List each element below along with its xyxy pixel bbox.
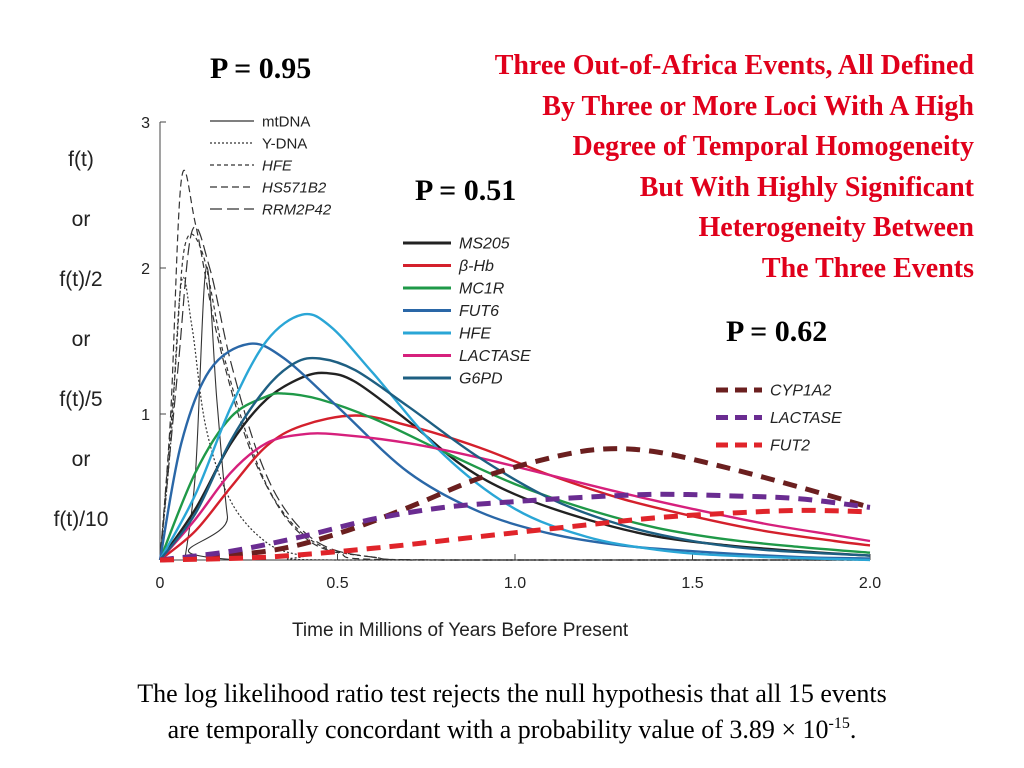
legend-label-fut6-g2: FUT6: [459, 303, 499, 320]
legend-label-y-dna-g1: Y-DNA: [262, 136, 307, 153]
headline-line: Degree of Temporal Homogeneity: [572, 131, 974, 163]
y-axis-label-line: f(t)/5: [59, 388, 103, 411]
legend-label-hfe-g2: HFE: [459, 326, 491, 343]
legend-label-ms205-g2: MS205: [459, 236, 510, 253]
x-tick-label: 0: [156, 575, 165, 592]
footer-line-2: are temporally concordant with a probabi…: [0, 712, 1024, 748]
headline-line: The Three Events: [761, 252, 974, 284]
legend-label-lactase-g3: LACTASE: [770, 410, 842, 427]
p-value-group3: P = 0.62: [726, 315, 828, 348]
x-axis-label: Time in Millions of Years Before Present: [292, 620, 629, 641]
headline-line: But With Highly Significant: [639, 171, 974, 203]
p-value-group2: P = 0.51: [415, 174, 517, 207]
y-axis-label-line: f(t)/2: [59, 268, 103, 291]
headline-line: Heterogeneity Between: [698, 212, 975, 244]
y-axis-label-line: f(t): [68, 148, 94, 171]
legend-label-lactase-g2: LACTASE: [459, 348, 531, 365]
series-line-fut6-g2: [158, 342, 871, 561]
x-tick-label: 0.5: [326, 575, 348, 592]
legend-label-hs571b2-g1: HS571B2: [262, 180, 327, 197]
p-value-group1: P = 0.95: [210, 52, 312, 85]
series-line-cyp1a2-g3: [159, 446, 871, 563]
series-line-lactase-g2: [159, 432, 871, 561]
y-tick-label: 2: [141, 261, 150, 278]
series-line-mc1r-g2: [158, 392, 871, 561]
x-tick-label: 1.0: [504, 575, 526, 592]
series-line-fut2-g3: [159, 507, 871, 563]
y-axis-label-line: or: [71, 448, 91, 471]
legend-label-rrm2p42-g1: RRM2P42: [262, 202, 332, 219]
footer-period: .: [849, 715, 857, 744]
series-line-g6pd-g2: [159, 356, 871, 561]
headline-line: By Three or More Loci With A High: [542, 90, 974, 122]
y-axis-label-line: f(t)/10: [53, 508, 109, 531]
footer-text: are temporally concordant with a probabi…: [167, 715, 829, 744]
y-axis-label-line: or: [71, 328, 91, 351]
headline-line: Three Out-of-Africa Events, All Defined: [494, 50, 974, 81]
y-tick-label: 3: [141, 115, 150, 132]
legend-label-hfe-g1: HFE: [262, 158, 293, 175]
chart-curves: [158, 169, 871, 563]
footer-line-1: The log likelihood ratio test rejects th…: [137, 679, 887, 708]
series-line-lactase-g3: [159, 491, 871, 563]
x-tick-label: 1.5: [681, 575, 703, 592]
legend-label-fut2-g3: FUT2: [770, 438, 810, 455]
footer-caption: The log likelihood ratio test rejects th…: [0, 676, 1024, 748]
headline: Three Out-of-Africa Events, All Defined …: [374, 46, 974, 290]
legend-label-cyp1a2-g3: CYP1A2: [770, 383, 831, 400]
x-tick-label: 2.0: [859, 575, 881, 592]
legend-label-mc1r-g2: MC1R: [459, 281, 505, 298]
series-line-rrm2p42-g1: [159, 226, 870, 561]
chart-legends: mtDNA Y-DNA HFE HS571B2 RRM2P42 MS205 β-Hb MC1R…: [210, 114, 842, 455]
footer-exponent: -15: [828, 715, 850, 732]
y-axis-label-line: or: [71, 208, 91, 231]
legend-label--hb-g2: β-Hb: [458, 258, 494, 275]
legend-label-mtdna-g1: mtDNA: [262, 114, 310, 131]
legend-label-g6pd-g2: G6PD: [459, 371, 503, 388]
y-tick-label: 1: [141, 407, 150, 424]
series-line--hb-g2: [159, 414, 871, 561]
